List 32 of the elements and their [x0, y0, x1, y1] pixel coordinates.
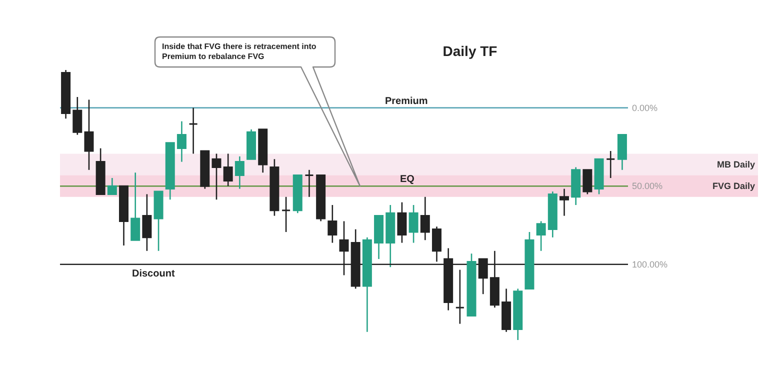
annotation: Premium [385, 96, 428, 107]
candlestick [212, 153, 222, 200]
candlestick [606, 150, 616, 179]
candlestick [304, 169, 314, 198]
text: 100.00% [632, 259, 668, 270]
band-label: MB Daily [716, 160, 755, 170]
candlestick [223, 153, 233, 187]
candlestick [176, 120, 186, 162]
text: 50.00% [632, 181, 663, 192]
chart-title: Daily TF [442, 43, 498, 59]
candlestick [188, 107, 198, 154]
candlestick [559, 188, 569, 216]
candlestick [130, 172, 140, 241]
candlestick [397, 202, 407, 244]
candlestick [582, 169, 592, 195]
candlestick [84, 99, 94, 171]
candlestick [432, 226, 442, 262]
candlestick [536, 220, 546, 252]
candlestick [72, 96, 82, 136]
candlestick [420, 196, 430, 241]
candlestick [281, 196, 291, 233]
candlestick [408, 204, 418, 244]
candlestick [107, 177, 117, 195]
text: 0.00% [632, 102, 658, 113]
candlestick [455, 269, 465, 324]
annotation: Discount [132, 268, 176, 280]
annotation: EQ [400, 174, 415, 186]
candlestick [328, 204, 338, 244]
band-label: FVG Daily [712, 181, 755, 192]
text: Inside that FVG there is retracement into Premium to rebalance FVG [162, 42, 316, 61]
candlestick [142, 194, 152, 252]
candlestick [234, 156, 244, 190]
